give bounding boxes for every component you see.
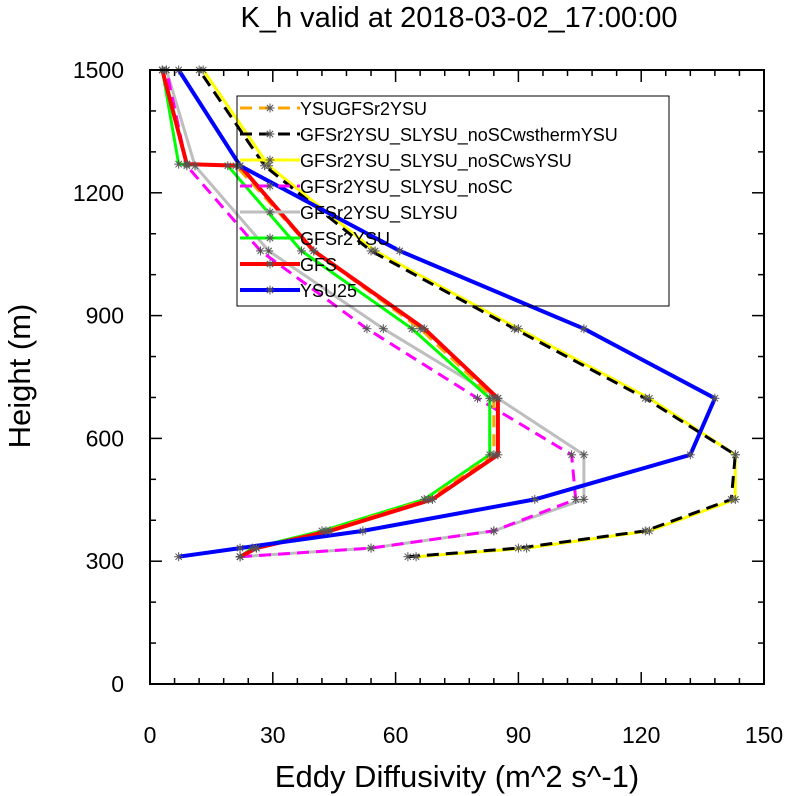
series-marker	[266, 208, 274, 216]
x-tick-label: 90	[506, 722, 532, 748]
series-marker	[359, 527, 367, 535]
series-marker	[183, 160, 191, 168]
series-marker	[494, 394, 502, 402]
series-marker	[523, 544, 531, 552]
series-marker	[404, 553, 412, 561]
x-tick-label: 120	[622, 722, 660, 748]
series-marker	[711, 394, 719, 402]
legend-label: GFSr2YSU_SLYSU	[300, 203, 458, 224]
series-marker	[363, 325, 371, 333]
series-marker	[580, 451, 588, 459]
series-marker	[473, 394, 481, 402]
series-marker	[265, 247, 273, 255]
series-marker	[580, 495, 588, 503]
x-axis-label: Eddy Diffusivity (m^2 s^-1)	[275, 759, 639, 794]
series-marker	[261, 162, 269, 170]
legend-label: YSUGFSr2YSU	[300, 99, 427, 119]
series-marker	[420, 325, 428, 333]
series-marker	[727, 495, 735, 503]
legend-label: YSU25	[300, 281, 357, 301]
series-marker	[490, 527, 498, 535]
series-marker	[572, 495, 580, 503]
series-line-ysu25	[177, 68, 717, 559]
series-marker	[641, 527, 649, 535]
series-line-gfsr2ysu-slysu-nosc	[164, 69, 578, 559]
series-marker	[510, 325, 518, 333]
y-tick-label: 600	[86, 425, 124, 451]
series-marker	[266, 234, 274, 242]
legend-box	[236, 95, 670, 307]
plot-frame	[149, 69, 765, 685]
series-marker	[175, 553, 183, 561]
series-marker	[367, 247, 375, 255]
y-tick-label: 1200	[73, 180, 124, 206]
series-marker	[175, 160, 183, 168]
series-marker	[257, 247, 265, 255]
series-marker	[236, 544, 244, 552]
y-tick-label: 900	[86, 303, 124, 329]
series-marker	[396, 247, 404, 255]
series-marker	[494, 451, 502, 459]
series-marker	[297, 247, 305, 255]
series-marker	[266, 104, 274, 112]
y-tick-label: 0	[111, 671, 124, 697]
x-tick-label: 0	[144, 722, 157, 748]
series-marker	[568, 451, 576, 459]
series-marker	[252, 544, 260, 552]
series-marker	[428, 495, 436, 503]
series-marker	[514, 544, 522, 552]
series-marker	[266, 156, 274, 164]
legend: YSUGFSr2YSU GFSr2YSU_SLYSU_noSCwsthermYSU…	[236, 95, 670, 307]
series-marker	[379, 325, 387, 333]
series-marker	[224, 162, 232, 170]
legend-label: GFSr2YSU_SLYSU_noSC	[300, 177, 513, 198]
series-marker	[531, 495, 539, 503]
series-marker	[236, 553, 244, 561]
y-tick-label: 300	[86, 548, 124, 574]
y-tick-label: 1500	[73, 57, 124, 83]
series-marker	[266, 286, 274, 294]
legend-label: GFS	[300, 255, 337, 275]
series-marker	[686, 451, 694, 459]
series-marker	[236, 162, 244, 170]
legend-label: GFSr2YSU	[300, 229, 390, 249]
series-marker	[266, 182, 274, 190]
chart-title: K_h valid at 2018-03-02_17:00:00	[241, 2, 678, 34]
series-marker	[580, 325, 588, 333]
y-axis-label: Height (m)	[2, 304, 37, 449]
x-tick-label: 150	[745, 722, 783, 748]
series-marker	[326, 527, 334, 535]
series-marker	[408, 325, 416, 333]
x-tick-label: 30	[260, 722, 286, 748]
series-marker	[412, 553, 420, 561]
series-marker	[266, 130, 274, 138]
series-marker	[641, 394, 649, 402]
x-tick-label: 60	[383, 722, 409, 748]
series-markers	[157, 65, 740, 562]
legend-label: GFSr2YSU_SLYSU_noSCwsYSU	[300, 151, 572, 172]
series-marker	[191, 162, 199, 170]
series-marker	[266, 260, 274, 268]
series-marker	[367, 544, 375, 552]
legend-label: GFSr2YSU_SLYSU_noSCwsthermYSU	[300, 125, 618, 146]
series-marker	[310, 247, 318, 255]
series-marker	[731, 451, 739, 459]
